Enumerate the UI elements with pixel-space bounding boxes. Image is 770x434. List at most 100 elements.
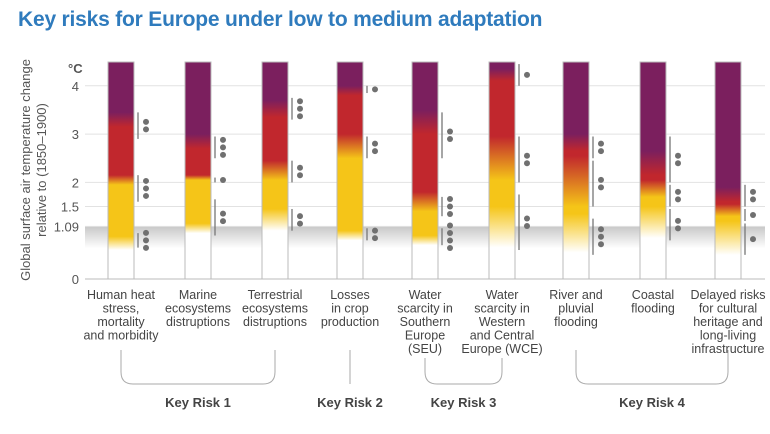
confidence-dot bbox=[447, 244, 453, 251]
ember-bar bbox=[336, 61, 364, 280]
category-label: ecosystems bbox=[242, 302, 308, 316]
confidence-dot bbox=[143, 126, 149, 133]
confidence-dot bbox=[598, 176, 604, 183]
category-label: flooding bbox=[631, 302, 675, 316]
ember-bar bbox=[107, 61, 135, 280]
category-label: Terrestrial bbox=[248, 288, 303, 302]
y-tick-label: 4 bbox=[72, 79, 79, 94]
confidence-dot bbox=[750, 236, 756, 243]
category-label: infrastructure bbox=[692, 342, 765, 356]
confidence-dot bbox=[447, 222, 453, 229]
ember-bar bbox=[639, 61, 667, 280]
category-label: distruptions bbox=[166, 315, 230, 329]
confidence-dot bbox=[297, 105, 303, 112]
confidence-dot bbox=[372, 235, 378, 242]
key-risk-label: Key Risk 3 bbox=[431, 395, 497, 410]
confidence-dot bbox=[750, 196, 756, 203]
category-label: Human heat bbox=[87, 288, 156, 302]
confidence-dot bbox=[675, 217, 681, 224]
category-label: distruptions bbox=[243, 315, 307, 329]
category-label: Coastal bbox=[632, 288, 674, 302]
confidence-dot bbox=[220, 144, 226, 151]
category-label: production bbox=[321, 315, 379, 329]
category-label: River and bbox=[549, 288, 603, 302]
confidence-dot bbox=[220, 176, 226, 183]
confidence-dot bbox=[675, 196, 681, 203]
y-axis-label-line1: Global surface air temperature change bbox=[18, 59, 33, 281]
y-tick-label: 0 bbox=[72, 272, 79, 287]
category-label: (SEU) bbox=[408, 342, 442, 356]
confidence-dot bbox=[524, 71, 530, 78]
confidence-dot bbox=[220, 210, 226, 217]
group-bracket bbox=[424, 358, 503, 385]
confidence-dot bbox=[447, 196, 453, 203]
confidence-dot bbox=[750, 188, 756, 195]
confidence-dot bbox=[297, 220, 303, 227]
y-tick-label: 1.09 bbox=[54, 219, 79, 234]
confidence-dot bbox=[598, 184, 604, 191]
confidence-dot bbox=[675, 160, 681, 167]
key-risk-label: Key Risk 4 bbox=[619, 395, 686, 410]
category-label: Delayed risks bbox=[690, 288, 765, 302]
confidence-dot bbox=[447, 229, 453, 236]
category-label: Losses bbox=[330, 288, 370, 302]
confidence-dot bbox=[447, 211, 453, 218]
confidence-dot bbox=[220, 218, 226, 225]
confidence-dot bbox=[297, 113, 303, 120]
category-label: and morbidity bbox=[83, 329, 159, 343]
ember-bar bbox=[562, 61, 590, 280]
confidence-dot bbox=[524, 152, 530, 159]
ember-bar bbox=[184, 61, 212, 280]
confidence-dot bbox=[524, 160, 530, 167]
chart-title: Key risks for Europe under low to medium… bbox=[18, 8, 543, 31]
confidence-dot bbox=[143, 118, 149, 125]
category-label: long-living bbox=[700, 329, 756, 343]
confidence-dot bbox=[447, 203, 453, 210]
y-tick-label: 1.5 bbox=[61, 200, 79, 215]
ember-bar bbox=[411, 61, 439, 280]
category-label: Europe (WCE) bbox=[461, 342, 542, 356]
confidence-dot bbox=[447, 128, 453, 135]
category-label: mortality bbox=[97, 315, 145, 329]
ember-bar bbox=[714, 61, 742, 280]
confidence-dot bbox=[598, 226, 604, 233]
category-label: in crop bbox=[331, 302, 369, 316]
confidence-dot bbox=[447, 136, 453, 143]
confidence-dot bbox=[297, 164, 303, 171]
confidence-dot bbox=[447, 237, 453, 244]
y-tick-label: 2 bbox=[72, 175, 79, 190]
category-label: for cultural bbox=[699, 302, 757, 316]
category-label: scarcity in bbox=[397, 302, 453, 316]
confidence-dot bbox=[675, 188, 681, 195]
category-label: stress, bbox=[103, 302, 140, 316]
confidence-dot bbox=[750, 212, 756, 219]
confidence-dot bbox=[675, 152, 681, 159]
confidence-dot bbox=[524, 215, 530, 222]
group-bracket bbox=[575, 350, 729, 385]
category-label: Southern bbox=[400, 315, 451, 329]
confidence-dot bbox=[524, 222, 530, 229]
category-label: and Central bbox=[470, 329, 535, 343]
ember-bar bbox=[261, 61, 289, 280]
confidence-dot bbox=[598, 233, 604, 240]
confidence-dot bbox=[220, 151, 226, 158]
confidence-dot bbox=[598, 140, 604, 147]
confidence-dot bbox=[143, 192, 149, 199]
confidence-dot bbox=[143, 244, 149, 251]
confidence-dot bbox=[598, 241, 604, 248]
confidence-dot bbox=[372, 227, 378, 234]
confidence-dot bbox=[675, 225, 681, 232]
category-label: pluvial bbox=[558, 302, 593, 316]
y-axis-unit: °C bbox=[68, 61, 83, 76]
category-label: Water bbox=[486, 288, 519, 302]
ember-bar bbox=[488, 61, 516, 280]
key-risk-label: Key Risk 1 bbox=[165, 395, 231, 410]
category-label: Western bbox=[479, 315, 525, 329]
y-axis-label-line2: relative to (1850–1900) bbox=[34, 103, 49, 237]
confidence-dot bbox=[372, 140, 378, 147]
category-label: Europe bbox=[405, 329, 445, 343]
confidence-dot bbox=[297, 172, 303, 179]
confidence-dot bbox=[143, 237, 149, 244]
y-tick-label: 3 bbox=[72, 127, 79, 142]
